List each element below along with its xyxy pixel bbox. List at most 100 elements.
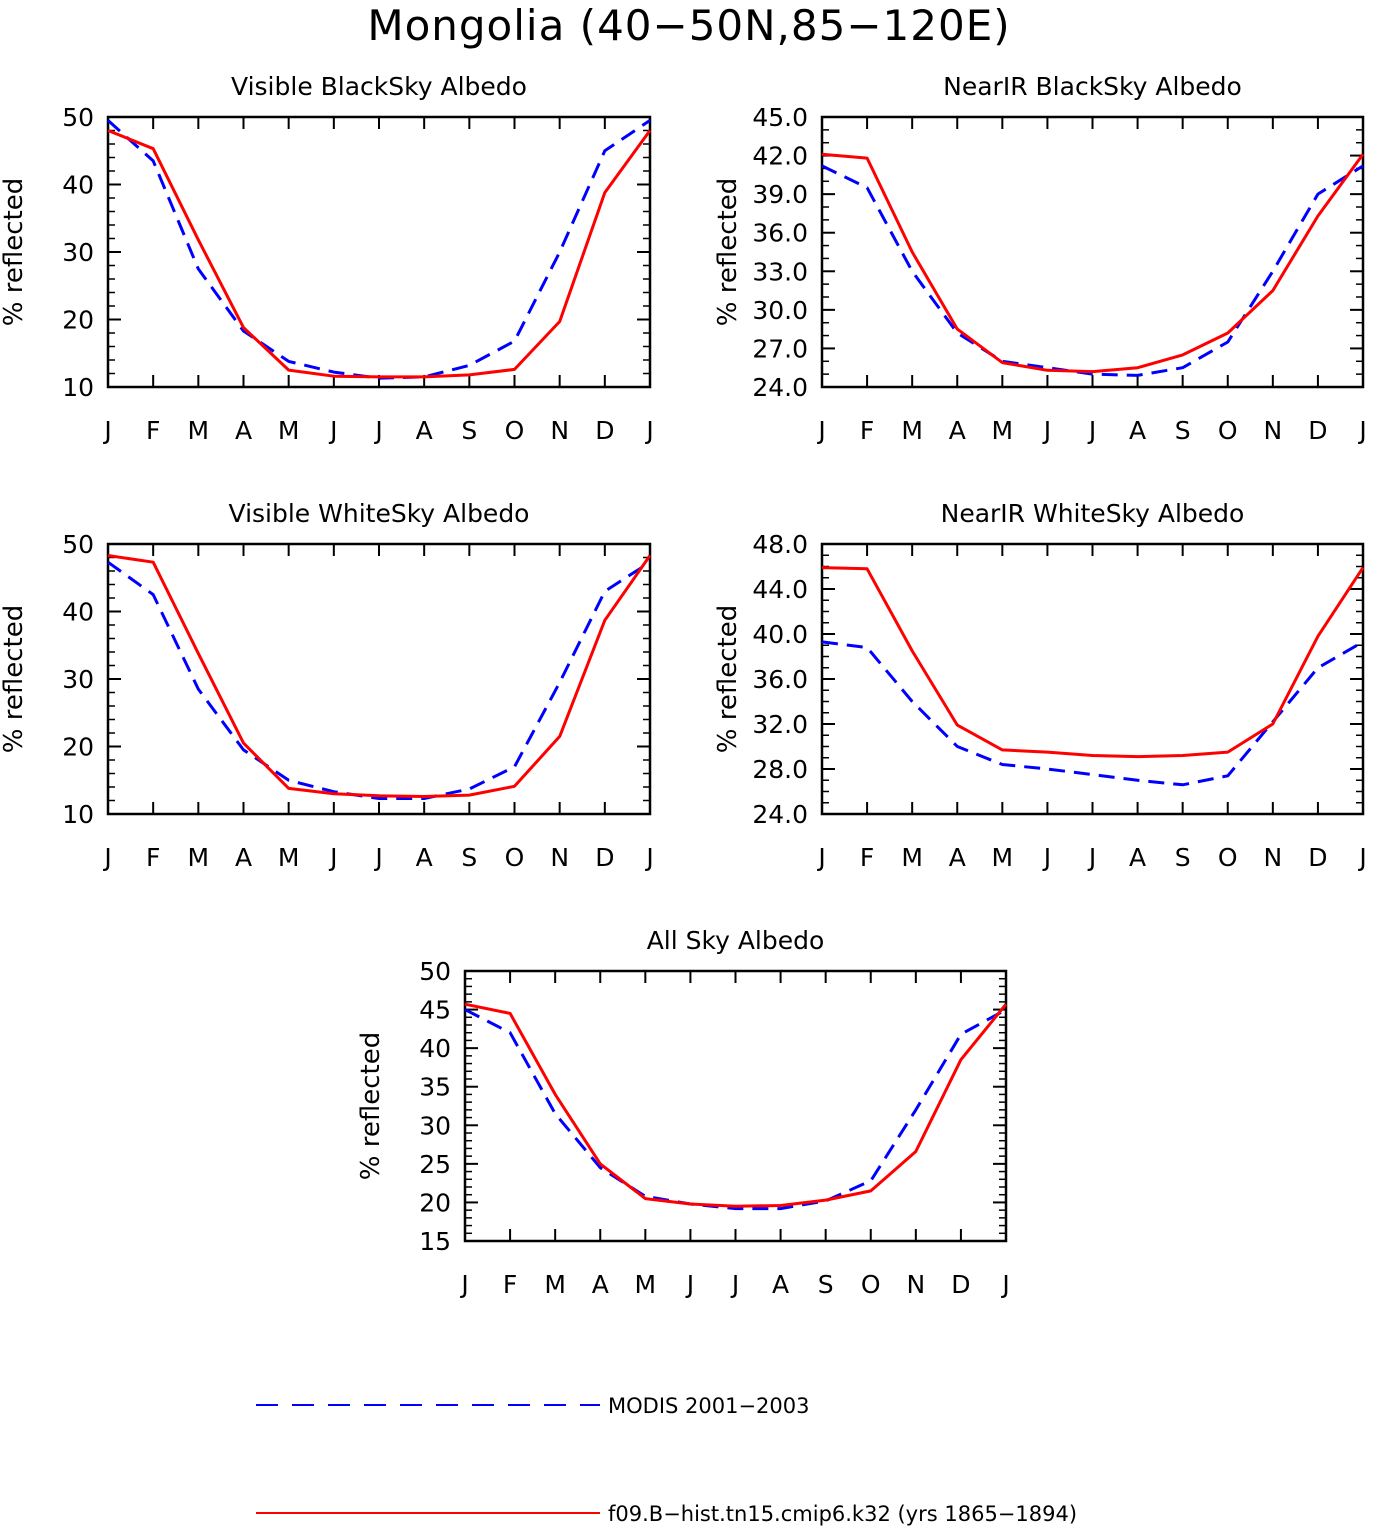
x-tick-label: O <box>505 843 525 872</box>
figure-title: Mongolia (40−50N,85−120E) <box>367 1 1011 50</box>
x-tick-label: J <box>373 843 382 872</box>
x-tick-label: S <box>1175 843 1191 872</box>
panel-title: Visible WhiteSky Albedo <box>229 499 530 528</box>
x-tick-label: J <box>644 416 653 445</box>
x-tick-label: O <box>1218 416 1238 445</box>
panel-title: NearIR BlackSky Albedo <box>943 72 1242 101</box>
x-tick-label: S <box>1175 416 1191 445</box>
panel-title: Visible BlackSky Albedo <box>231 72 527 101</box>
x-tick-label: N <box>550 416 569 445</box>
x-tick-label: N <box>906 1270 925 1299</box>
x-tick-label: J <box>328 843 337 872</box>
y-tick-label: 30 <box>419 1111 451 1140</box>
x-tick-label: O <box>505 416 525 445</box>
y-tick-label: 42.0 <box>752 142 808 171</box>
x-tick-label: D <box>1308 843 1327 872</box>
x-tick-label: M <box>188 416 210 445</box>
y-tick-label: 33.0 <box>752 257 808 286</box>
y-tick-label: 30 <box>62 238 94 267</box>
x-tick-label: F <box>146 416 160 445</box>
y-tick-label: 30 <box>62 665 94 694</box>
series-line-modis <box>107 560 651 800</box>
x-tick-label: A <box>1129 416 1146 445</box>
x-tick-label: J <box>1000 1270 1009 1299</box>
x-tick-label: A <box>1129 843 1146 872</box>
plot-frame <box>820 115 1365 389</box>
y-tick-label: 27.0 <box>752 334 808 363</box>
x-tick-label: J <box>328 416 337 445</box>
x-tick-label: J <box>373 416 382 445</box>
y-tick-label: 20 <box>62 306 94 335</box>
x-tick-label: A <box>592 1270 609 1299</box>
y-axis-label: % reflected <box>0 178 29 326</box>
x-tick-label: S <box>818 1270 834 1299</box>
x-tick-label: M <box>901 416 923 445</box>
x-tick-label: A <box>416 843 433 872</box>
x-tick-label: J <box>1087 843 1096 872</box>
x-tick-label: J <box>1042 416 1051 445</box>
x-tick-label: S <box>461 843 477 872</box>
x-tick-label: O <box>861 1270 881 1299</box>
plot-frame <box>463 969 1008 1243</box>
y-tick-label: 39.0 <box>752 180 808 209</box>
x-tick-label: M <box>278 416 300 445</box>
x-tick-label: F <box>860 416 874 445</box>
y-tick-label: 32.0 <box>752 710 808 739</box>
x-tick-label: A <box>949 416 966 445</box>
x-tick-label: M <box>278 843 300 872</box>
x-tick-label: D <box>1308 416 1327 445</box>
y-axis-label: % reflected <box>713 605 743 753</box>
y-tick-label: 50 <box>62 103 94 132</box>
x-tick-label: N <box>550 843 569 872</box>
series-line-model <box>464 1002 1008 1208</box>
y-axis-label: % reflected <box>0 605 29 753</box>
x-tick-label: M <box>901 843 923 872</box>
y-tick-label: 40 <box>62 171 94 200</box>
x-tick-label: O <box>1218 843 1238 872</box>
y-axis-label: % reflected <box>713 178 743 326</box>
x-tick-label: M <box>992 416 1014 445</box>
x-tick-label: F <box>146 843 160 872</box>
y-axis-label: % reflected <box>356 1032 386 1180</box>
series-line-modis <box>821 640 1364 787</box>
series-line-model <box>821 566 1365 759</box>
y-tick-label: 36.0 <box>752 219 808 248</box>
x-tick-label: J <box>685 1270 694 1299</box>
x-tick-label: J <box>730 1270 739 1299</box>
x-tick-label: J <box>1042 843 1051 872</box>
x-tick-label: M <box>992 843 1014 872</box>
y-tick-label: 30.0 <box>752 296 808 325</box>
series-line-model <box>821 152 1365 374</box>
series-line-modis <box>106 119 651 380</box>
x-tick-label: J <box>102 843 111 872</box>
plot-frame <box>106 115 652 389</box>
y-tick-label: 44.0 <box>752 575 808 604</box>
y-axis-ticks: 15 20 25 30 35 40 45 50 <box>419 957 1006 1256</box>
y-tick-label: 36.0 <box>752 665 808 694</box>
x-tick-label: N <box>1263 843 1282 872</box>
y-tick-label: 24.0 <box>752 373 808 402</box>
x-tick-label: M <box>544 1270 566 1299</box>
x-tick-label: M <box>188 843 210 872</box>
x-tick-label: N <box>1263 416 1282 445</box>
x-tick-label: D <box>595 843 614 872</box>
y-tick-label: 45 <box>419 996 451 1025</box>
y-tick-label: 10 <box>62 373 94 402</box>
x-tick-label: D <box>951 1270 970 1299</box>
y-tick-label: 50 <box>62 530 94 559</box>
y-tick-label: 15 <box>419 1227 451 1256</box>
y-axis-ticks: 24.0 28.0 32.0 36.0 40.0 44.0 48.0 <box>752 530 1363 829</box>
y-axis-ticks: 24.0 27.0 30.0 33.0 36.0 39.0 42.0 45.0 <box>752 103 1363 402</box>
plot-frame <box>106 542 652 816</box>
y-axis-ticks: 10 20 30 40 50 <box>62 530 650 829</box>
y-tick-label: 10 <box>62 800 94 829</box>
x-tick-label: J <box>644 843 653 872</box>
